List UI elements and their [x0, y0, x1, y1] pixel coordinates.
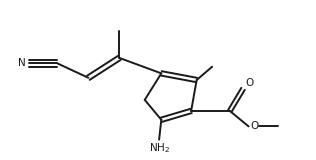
- Text: NH$_2$: NH$_2$: [149, 141, 170, 155]
- Text: O: O: [251, 121, 259, 131]
- Text: O: O: [245, 78, 253, 88]
- Text: N: N: [18, 58, 25, 68]
